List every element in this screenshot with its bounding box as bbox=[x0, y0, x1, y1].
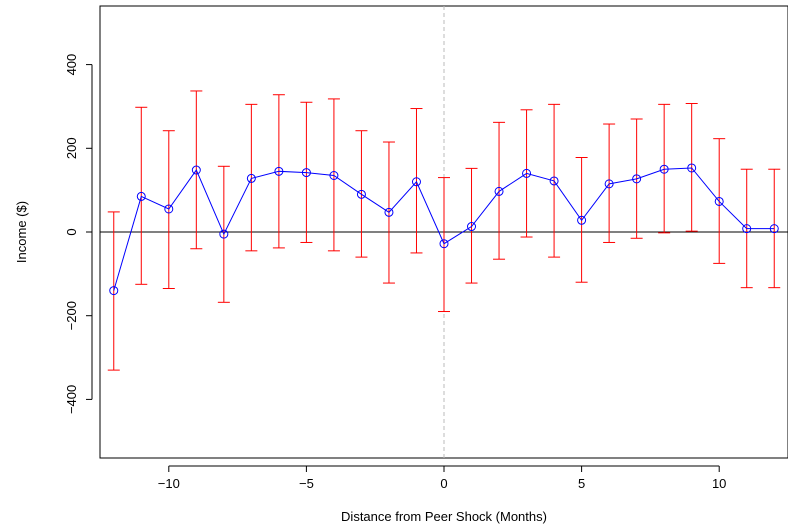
error-bar bbox=[493, 121, 506, 260]
data-point bbox=[604, 179, 614, 189]
data-point bbox=[659, 164, 669, 174]
error-bars bbox=[107, 90, 781, 371]
y-tick-label: 400 bbox=[64, 54, 79, 76]
data-point bbox=[439, 239, 449, 249]
error-bar bbox=[327, 98, 340, 252]
data-point bbox=[384, 207, 394, 217]
x-axis: −10 −5 0 5 10 bbox=[158, 465, 726, 491]
error-bar bbox=[162, 130, 175, 289]
error-bar bbox=[658, 103, 671, 234]
x-axis-label: Distance from Peer Shock (Months) bbox=[341, 509, 547, 524]
data-point bbox=[109, 286, 119, 296]
series-line-group bbox=[113, 167, 775, 291]
data-points bbox=[109, 163, 779, 296]
data-point bbox=[411, 177, 421, 187]
data-point bbox=[136, 191, 146, 201]
error-bar bbox=[107, 211, 120, 371]
data-point bbox=[467, 222, 477, 232]
data-point bbox=[191, 165, 201, 175]
error-bar bbox=[438, 177, 450, 313]
x-tick-label: 10 bbox=[712, 476, 726, 491]
y-axis: −400 −200 0 200 400 bbox=[64, 54, 93, 414]
data-point bbox=[687, 163, 697, 173]
x-tick-label: 0 bbox=[440, 476, 447, 491]
data-point bbox=[219, 229, 229, 239]
data-point bbox=[274, 166, 284, 176]
data-point bbox=[356, 189, 366, 199]
data-point bbox=[494, 186, 504, 196]
data-point bbox=[522, 168, 532, 178]
x-tick-label: −10 bbox=[158, 476, 180, 491]
y-tick-label: −400 bbox=[64, 385, 79, 414]
series-line bbox=[113, 167, 775, 291]
y-tick-label: −200 bbox=[64, 301, 79, 330]
data-point bbox=[714, 196, 724, 206]
x-tick-label: −5 bbox=[299, 476, 314, 491]
data-point bbox=[301, 168, 311, 178]
data-point bbox=[632, 174, 642, 184]
y-tick-label: 200 bbox=[64, 137, 79, 159]
x-tick-label: 5 bbox=[578, 476, 585, 491]
data-point bbox=[549, 176, 559, 186]
data-point bbox=[742, 224, 752, 234]
data-point bbox=[329, 171, 339, 180]
data-point bbox=[246, 173, 256, 183]
error-bar bbox=[603, 123, 616, 243]
data-point bbox=[577, 215, 587, 225]
data-point bbox=[164, 204, 174, 214]
error-bar bbox=[410, 108, 423, 254]
error-bar bbox=[245, 103, 258, 252]
y-axis-label: Income ($) bbox=[14, 201, 29, 263]
error-bar bbox=[465, 167, 478, 284]
data-point bbox=[769, 224, 779, 234]
error-bar bbox=[135, 106, 148, 285]
error-bar bbox=[685, 103, 698, 232]
y-tick-label: 0 bbox=[64, 228, 79, 235]
